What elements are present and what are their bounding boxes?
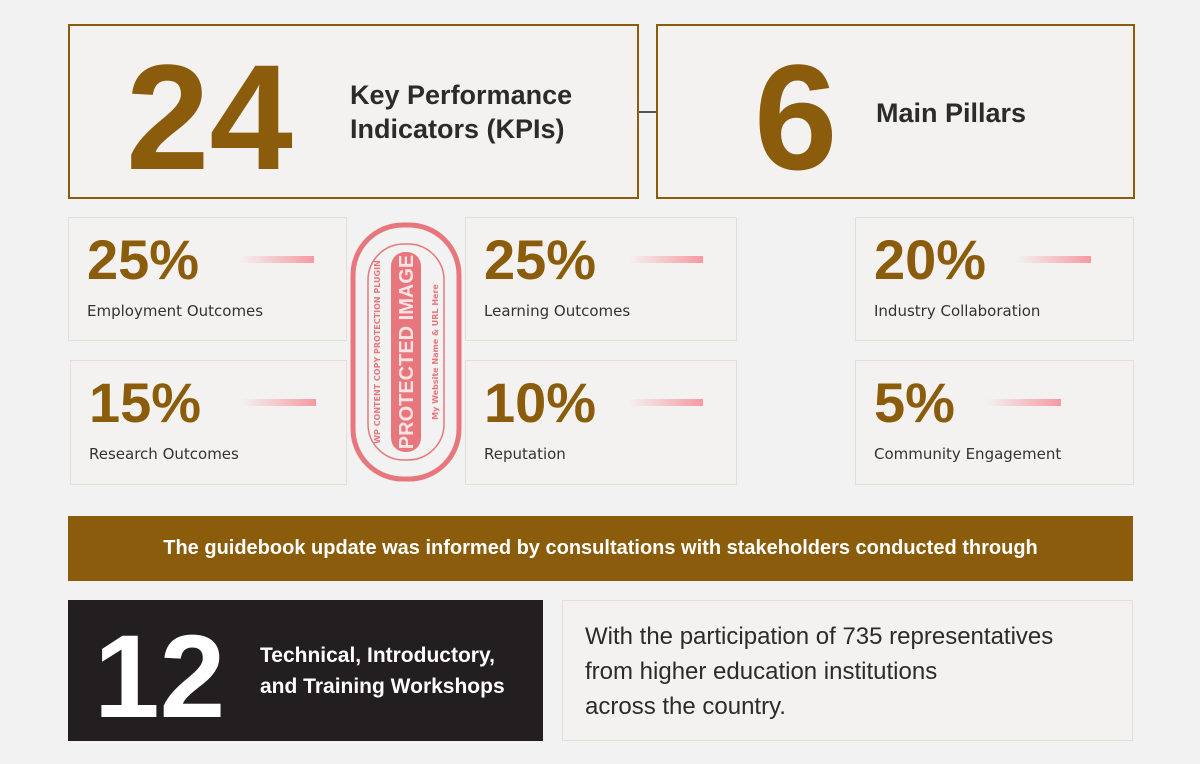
weight-label: Industry Collaboration [874, 302, 1041, 320]
weight-label: Reputation [484, 445, 566, 463]
weight-percent: 5% [874, 371, 955, 434]
workshops-number: 12 [94, 611, 226, 743]
pillars-box: 6 Main Pillars [656, 24, 1135, 199]
participation-box: With the participation of 735 representa… [562, 600, 1133, 741]
weight-label: Employment Outcomes [87, 302, 264, 320]
weight-card: 20% Industry Collaboration [855, 217, 1134, 341]
kpis-box: 24 Key Performance Indicators (KPIs) [68, 24, 639, 199]
weight-percent: 25% [484, 228, 597, 291]
weight-label: Learning Outcomes [484, 302, 631, 320]
weight-card: 5% Community Engagement [855, 360, 1134, 485]
stamp-ring-bottom: My Website Name & URL Here [431, 284, 440, 420]
workshops-label-line2: and Training Workshops [260, 675, 505, 698]
weight-percent: 15% [89, 371, 202, 434]
weight-card: 15% Research Outcomes [70, 360, 347, 485]
kpis-label-line1: Key Performance [350, 80, 573, 110]
accent-dash [239, 256, 314, 263]
kpis-number: 24 [126, 33, 293, 201]
weight-percent: 10% [484, 371, 597, 434]
participation-line3: across the country. [585, 693, 786, 720]
weight-percent: 25% [87, 228, 200, 291]
consultation-banner: The guidebook update was informed by con… [68, 516, 1133, 581]
connector-line [639, 111, 656, 113]
pillars-label: Main Pillars [876, 98, 1027, 128]
weight-label: Research Outcomes [89, 445, 239, 463]
stamp-band-text: PROTECTED IMAGE [396, 255, 418, 449]
protected-image-stamp: WP CONTENT COPY PROTECTION PLUGIN PROTEC… [350, 222, 462, 482]
weight-card: 10% Reputation [465, 360, 737, 485]
banner-text: The guidebook update was informed by con… [163, 537, 1038, 559]
accent-dash [1016, 256, 1091, 263]
weight-label: Community Engagement [874, 445, 1062, 463]
accent-dash [241, 399, 316, 406]
stamp-ring-top: WP CONTENT COPY PROTECTION PLUGIN [373, 260, 382, 444]
participation-line2: from higher education institutions [585, 658, 938, 685]
accent-dash [986, 399, 1061, 406]
participation-text: With the participation of 735 representa… [585, 619, 1053, 724]
weight-card: 25% Learning Outcomes [465, 217, 737, 341]
participation-line1: With the participation of 735 representa… [585, 623, 1054, 650]
pillars-number: 6 [754, 33, 838, 201]
workshops-box: 12 Technical, Introductory, and Training… [68, 600, 543, 741]
accent-dash [628, 256, 703, 263]
workshops-label: Technical, Introductory, and Training Wo… [260, 640, 505, 702]
kpis-label-line2: Indicators (KPIs) [350, 114, 565, 144]
weight-card: 25% Employment Outcomes [68, 217, 347, 341]
accent-dash [628, 399, 703, 406]
weight-percent: 20% [874, 228, 987, 291]
workshops-label-line1: Technical, Introductory, [260, 644, 495, 667]
kpis-label: Key Performance Indicators (KPIs) [350, 78, 572, 146]
